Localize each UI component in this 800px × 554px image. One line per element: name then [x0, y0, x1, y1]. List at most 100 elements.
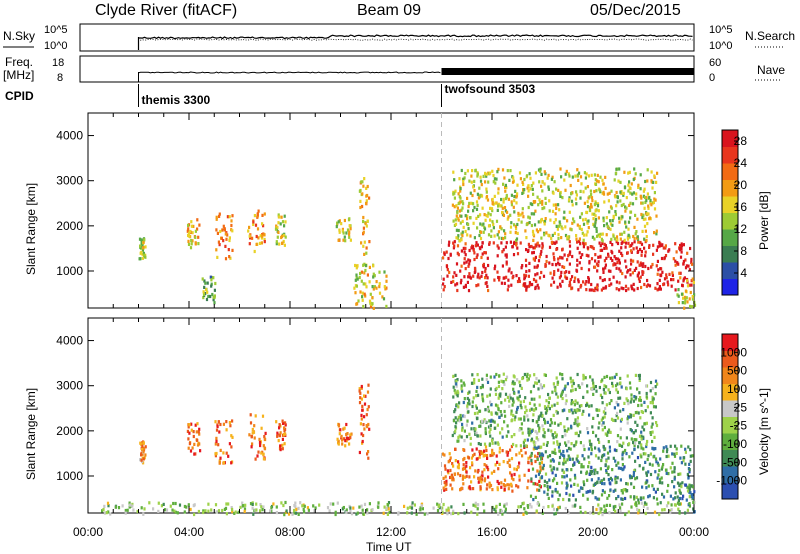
range-cell — [457, 253, 460, 257]
range-cell — [527, 248, 530, 253]
range-cell — [344, 239, 347, 243]
range-cell — [579, 441, 582, 445]
range-cell — [449, 253, 452, 257]
range-cell — [511, 418, 514, 422]
range-cell — [644, 250, 647, 254]
range-cell — [614, 475, 617, 479]
range-cell — [443, 464, 447, 468]
range-cell — [542, 274, 546, 278]
range-cell — [588, 195, 591, 199]
range-cell — [210, 284, 213, 288]
range-cell — [260, 426, 263, 430]
range-cell — [532, 384, 535, 388]
range-cell — [524, 405, 527, 409]
range-cell — [616, 200, 619, 204]
range-cell — [499, 392, 502, 396]
range-cell — [509, 471, 512, 475]
range-cell — [527, 184, 530, 188]
range-cell — [665, 471, 668, 475]
range-cell — [463, 439, 466, 443]
range-cell — [590, 173, 593, 177]
range-cell — [587, 219, 590, 223]
range-cell — [455, 273, 458, 277]
range-cell — [364, 294, 367, 298]
range-cell — [467, 289, 471, 293]
range-cell — [132, 508, 135, 512]
range-cell — [555, 187, 558, 191]
range-cell — [531, 467, 535, 471]
range-cell — [516, 405, 519, 410]
range-cell — [502, 213, 505, 217]
range-cell — [574, 399, 577, 403]
range-cell — [462, 381, 465, 385]
range-cell — [616, 382, 619, 386]
range-cell — [500, 241, 503, 245]
range-cell — [231, 214, 234, 218]
range-cell — [569, 250, 572, 254]
range-cell — [510, 473, 513, 477]
range-cell — [500, 481, 503, 485]
range-cell — [423, 512, 426, 516]
range-cell — [471, 246, 474, 250]
range-cell — [606, 430, 610, 434]
range-cell — [634, 232, 637, 236]
range-cell — [473, 257, 476, 262]
range-cell — [191, 231, 194, 235]
range-cell — [567, 254, 570, 258]
range-cell — [492, 226, 495, 230]
range-cell — [481, 393, 484, 397]
range-cell — [348, 436, 351, 440]
range-cell — [462, 177, 465, 181]
range-cell — [601, 401, 604, 405]
range-cell — [532, 498, 535, 502]
range-cell — [349, 227, 352, 231]
range-cell — [571, 504, 574, 508]
range-cell — [463, 176, 466, 180]
range-cell — [465, 464, 468, 468]
range-cell — [491, 201, 494, 206]
range-cell — [609, 482, 612, 486]
range-cell — [552, 191, 555, 195]
range-cell — [552, 466, 555, 470]
range-cell — [672, 497, 675, 501]
range-cell — [618, 249, 621, 253]
range-cell — [598, 234, 601, 239]
range-cell — [543, 435, 546, 439]
range-cell — [442, 282, 445, 286]
range-cell — [507, 215, 510, 219]
range-cell — [472, 396, 475, 400]
range-cell — [655, 214, 658, 218]
range-cell — [474, 404, 478, 408]
range-cell — [443, 480, 446, 485]
range-cell — [510, 482, 513, 486]
range-cell — [528, 216, 531, 220]
range-cell — [491, 488, 494, 492]
range-cell — [124, 511, 127, 515]
range-cell — [589, 375, 592, 379]
colorbar-swatch — [722, 334, 738, 351]
range-cell — [528, 172, 531, 176]
range-cell — [541, 180, 544, 184]
range-cell — [569, 227, 572, 231]
range-cell — [253, 508, 256, 512]
range-cell — [555, 376, 558, 380]
range-cell — [570, 389, 573, 393]
range-cell — [593, 224, 596, 228]
range-cell — [601, 378, 604, 382]
range-cell — [599, 190, 602, 194]
range-cell — [366, 511, 369, 515]
range-cell — [619, 396, 622, 400]
range-cell — [537, 387, 540, 391]
range-cell — [590, 196, 594, 200]
range-cell — [452, 395, 455, 399]
range-cell — [561, 248, 564, 252]
range-cell — [652, 447, 655, 451]
range-cell — [282, 239, 285, 244]
range-cell — [520, 448, 523, 452]
range-cell — [470, 180, 473, 184]
range-cell — [189, 507, 192, 512]
range-cell — [469, 436, 472, 440]
range-cell — [476, 174, 479, 178]
range-cell — [644, 200, 647, 204]
range-cell — [526, 438, 529, 442]
